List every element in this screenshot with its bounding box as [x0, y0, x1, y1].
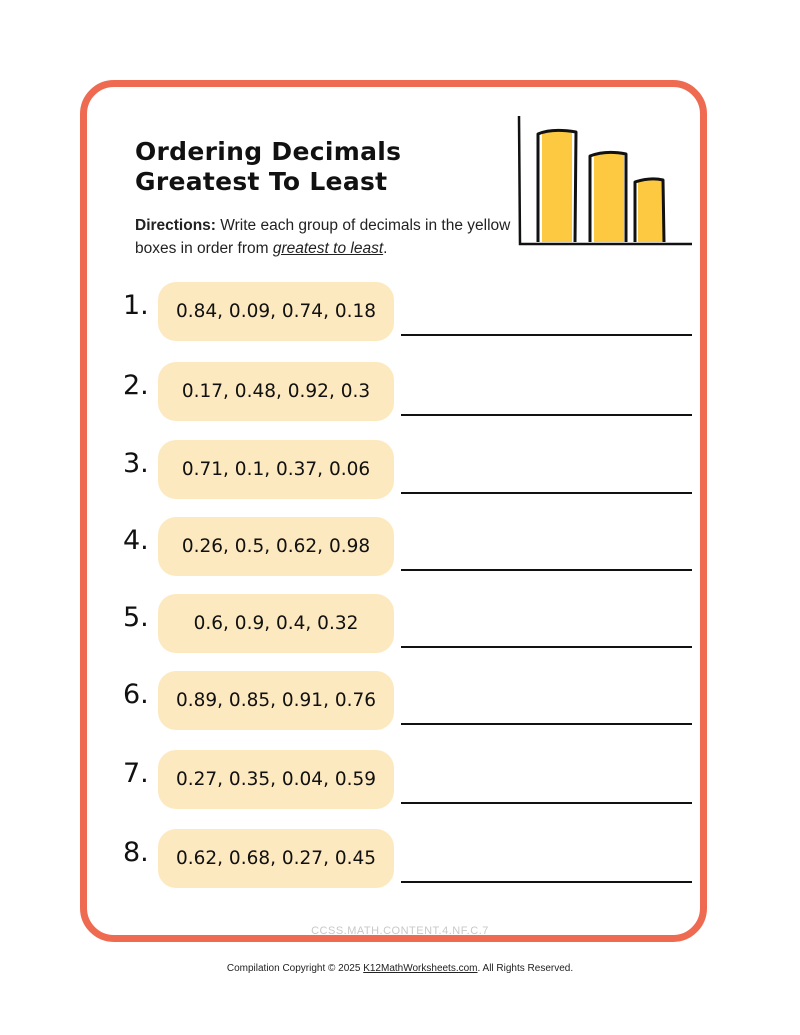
problem-row-4: 4. 0.26, 0.5, 0.62, 0.98 — [120, 517, 700, 579]
answer-line[interactable] — [401, 723, 692, 725]
title-line-2: Greatest To Least — [135, 167, 388, 196]
decimal-box: 0.6, 0.9, 0.4, 0.32 — [158, 594, 394, 653]
answer-line[interactable] — [401, 646, 692, 648]
answer-line[interactable] — [401, 881, 692, 883]
directions-text: Write each group of decimals in the yell… — [135, 217, 511, 257]
problem-number: 6. — [123, 679, 149, 710]
copyright-notice: Compilation Copyright © 2025 K12MathWork… — [0, 963, 800, 974]
answer-line[interactable] — [401, 492, 692, 494]
decimal-box: 0.89, 0.85, 0.91, 0.76 — [158, 671, 394, 730]
problem-number: 1. — [123, 290, 149, 321]
problem-number: 2. — [123, 370, 149, 401]
answer-line[interactable] — [401, 569, 692, 571]
answer-line[interactable] — [401, 334, 692, 336]
copyright-text: Compilation Copyright © 2025 — [226, 963, 364, 974]
copyright-rights: . All Rights Reserved. — [477, 963, 574, 974]
worksheet-frame — [80, 80, 707, 942]
directions: Directions: Write each group of decimals… — [135, 214, 515, 260]
standard-code: CCSS.MATH.CONTENT.4.NF.C.7 — [311, 925, 489, 937]
decimal-box: 0.71, 0.1, 0.37, 0.06 — [158, 440, 394, 499]
problem-number: 7. — [123, 758, 149, 789]
decimal-box: 0.17, 0.48, 0.92, 0.3 — [158, 362, 394, 421]
decimal-box: 0.26, 0.5, 0.62, 0.98 — [158, 517, 394, 576]
title-line-1: Ordering Decimals — [135, 137, 402, 166]
decimal-box: 0.27, 0.35, 0.04, 0.59 — [158, 750, 394, 809]
directions-label: Directions: — [135, 217, 216, 234]
problem-row-1: 1. 0.84, 0.09, 0.74, 0.18 — [120, 282, 700, 344]
problem-row-7: 7. 0.27, 0.35, 0.04, 0.59 — [120, 750, 700, 812]
problem-number: 8. — [123, 837, 149, 868]
problem-row-5: 5. 0.6, 0.9, 0.4, 0.32 — [120, 594, 700, 656]
answer-line[interactable] — [401, 802, 692, 804]
bar-chart-illustration-icon — [517, 115, 692, 246]
problem-number: 4. — [123, 525, 149, 556]
problem-row-2: 2. 0.17, 0.48, 0.92, 0.3 — [120, 362, 700, 424]
problem-row-3: 3. 0.71, 0.1, 0.37, 0.06 — [120, 440, 700, 502]
decimal-box: 0.84, 0.09, 0.74, 0.18 — [158, 282, 394, 341]
problem-number: 3. — [123, 448, 149, 479]
problem-row-8: 8. 0.62, 0.68, 0.27, 0.45 — [120, 829, 700, 891]
website-link[interactable]: K12MathWorksheets.com — [363, 963, 478, 974]
directions-emphasis: greatest to least — [272, 240, 384, 257]
problem-row-6: 6. 0.89, 0.85, 0.91, 0.76 — [120, 671, 700, 733]
problem-number: 5. — [123, 602, 149, 633]
decimal-box: 0.62, 0.68, 0.27, 0.45 — [158, 829, 394, 888]
answer-line[interactable] — [401, 414, 692, 416]
directions-end: . — [383, 240, 388, 257]
worksheet-title: Ordering Decimals Greatest To Least — [135, 137, 401, 197]
